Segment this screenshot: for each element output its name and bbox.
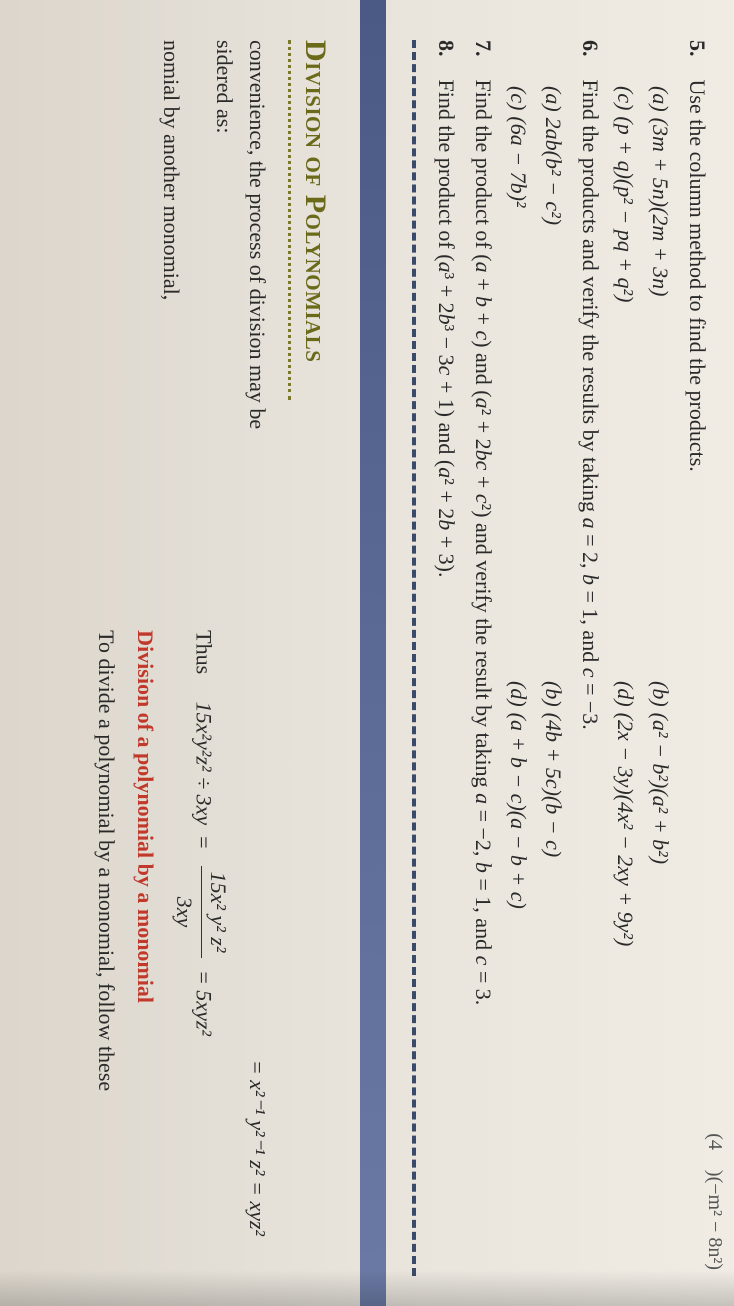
division-two-col: convenience, the process of division may… bbox=[84, 40, 274, 1276]
question-6: 6. Find the products and verify the resu… bbox=[574, 40, 607, 1276]
top-frag-left: 4 bbox=[704, 1140, 726, 1150]
top-edge-fragment: (4 )(−m² − 8n²) bbox=[700, 1133, 730, 1270]
q6-b: (b)(4b + 5c)(b − c) bbox=[537, 681, 570, 1276]
tail-line: To divide a polynomial by a monomial, fo… bbox=[90, 630, 123, 1276]
division-heading: Division of Polynomials bbox=[293, 40, 338, 1276]
q5-d: (d)(2x − 3y)(4x² − 2xy + 9y²) bbox=[609, 681, 642, 1276]
q6-d: (d)(a + b − c)(a − b + c) bbox=[502, 681, 535, 1276]
division-right-col: = x²⁻¹ y²⁻¹ z² = xyz² Thus 15x²y²z² ÷ 3x… bbox=[84, 630, 274, 1276]
thus-label: Thus bbox=[191, 630, 216, 674]
question-7: 7. Find the product of (a + b + c) and (… bbox=[467, 40, 500, 1276]
blue-bar bbox=[360, 0, 386, 1306]
eq1-lhs: 15x²y²z² ÷ 3xy bbox=[191, 702, 216, 825]
spacer bbox=[188, 40, 208, 590]
q7-stem: Find the product of (a + b + c) and (a² … bbox=[471, 80, 496, 1006]
q5-number: 5. bbox=[681, 40, 714, 74]
q5-a: (a)(3m + 5n)(2m + 3n) bbox=[644, 86, 677, 681]
eq-line-0: = x²⁻¹ y²⁻¹ z² = xyz² bbox=[241, 630, 274, 1276]
red-subheading: Division of a polynomial by a monomial bbox=[129, 630, 162, 1276]
q5-subs: (a)(3m + 5n)(2m + 3n) (b)(a² − b²)(a² + … bbox=[607, 40, 677, 1276]
q5-b: (b)(a² − b²)(a² + b²) bbox=[644, 681, 677, 1276]
q6-c: (c)(6a − 7b)² bbox=[502, 86, 535, 681]
eq1-rhs: = 5xyz² bbox=[191, 970, 216, 1036]
q8-number: 8. bbox=[430, 40, 463, 74]
q5-c: (c)(p + q)(p² − pq + q²) bbox=[609, 86, 642, 681]
division-left-line3: nomial by another monomial, bbox=[155, 40, 188, 590]
question-8: 8. Find the product of (a³ + 2b³ − 3c + … bbox=[430, 40, 463, 1276]
top-frag-right: (−m² − 8n²) bbox=[704, 1177, 726, 1270]
q7-number: 7. bbox=[467, 40, 500, 74]
page-content: (4 )(−m² − 8n²) 5. Use the column method… bbox=[0, 0, 734, 1306]
dotted-underline bbox=[288, 40, 291, 400]
question-5: 5. Use the column method to find the pro… bbox=[681, 40, 714, 1276]
dashed-separator bbox=[412, 40, 416, 1276]
q8-stem: Find the product of (a³ + 2b³ − 3c + 1) … bbox=[434, 80, 459, 578]
q5-stem: Use the column method to find the produc… bbox=[685, 80, 710, 472]
eq-line-1: Thus 15x²y²z² ÷ 3xy = 15x² y² z² 3xy = 5… bbox=[168, 630, 235, 1276]
eq1-fraction: 15x² y² z² 3xy bbox=[168, 866, 235, 959]
q6-subs: (a)2ab(b² − c²) (b)(4b + 5c)(b − c) (c)(… bbox=[500, 40, 570, 1276]
q6-a: (a)2ab(b² − c²) bbox=[537, 86, 570, 681]
division-left-col: convenience, the process of division may… bbox=[84, 40, 274, 590]
division-left-line1: convenience, the process of division may… bbox=[241, 40, 274, 590]
q6-number: 6. bbox=[574, 40, 607, 74]
q6-stem: Find the products and verify the results… bbox=[578, 80, 603, 730]
rotated-page: (4 )(−m² − 8n²) 5. Use the column method… bbox=[0, 0, 734, 734]
division-left-line2: sidered as: bbox=[208, 40, 241, 590]
